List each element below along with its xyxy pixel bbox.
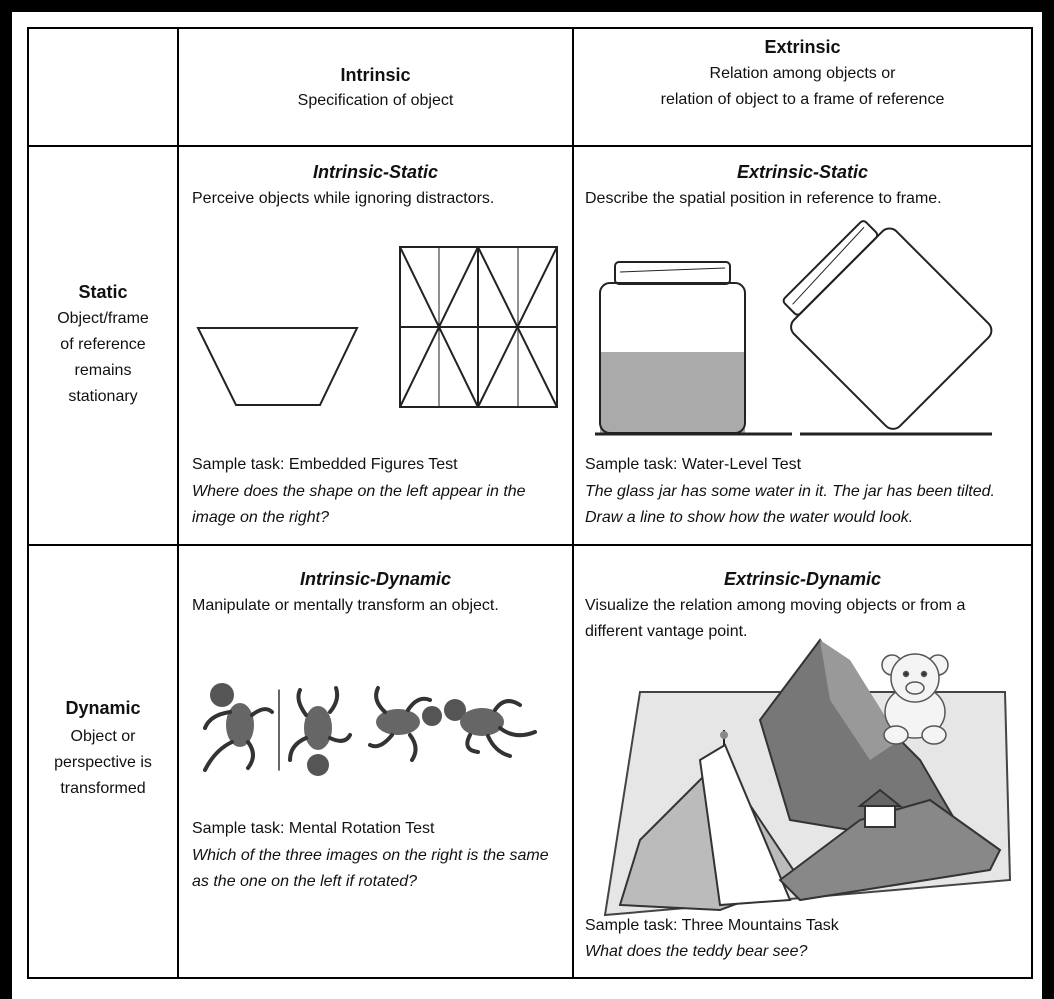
row-description: Object/frame [57,310,149,327]
sample-task: Sample task: Water-Level Test [585,456,802,473]
row-description: stationary [68,388,138,405]
row-description: Object or [70,728,136,745]
cell-title: Intrinsic-Dynamic [299,569,452,589]
row-description: perspective is [54,754,152,771]
sample-task: Sample task: Embedded Figures Test [192,456,458,473]
rotation-figures [203,683,537,776]
cell-title: Extrinsic-Dynamic [723,569,882,589]
teddy-bear [881,653,949,745]
question: What does the teddy bear see? [585,943,808,960]
table-border [27,27,1033,979]
column-subtitle: Relation among objects or [709,65,896,82]
question: Which of the three images on the right i… [192,847,549,890]
cell-description: Visualize the relation among moving obje… [585,597,966,640]
cell-description: Describe the spatial position in referen… [585,190,942,207]
sample-task: Sample task: Mental Rotation Test [192,820,435,837]
column-subtitle: relation of object to a frame of referen… [660,91,945,108]
column-title: Extrinsic [764,37,841,57]
row-description: remains [74,362,132,379]
row-description: transformed [60,780,146,797]
cell-description: Perceive objects while ignoring distract… [192,190,495,207]
question: The glass jar has some water in it. The … [585,483,995,526]
cell-title: Intrinsic-Static [312,162,439,182]
question: Where does the shape on the left appear … [192,483,526,526]
sample-task: Sample task: Three Mountains Task [585,917,839,934]
cell-title: Extrinsic-Static [736,162,869,182]
row-description: of reference [60,336,146,353]
three-mountains [603,638,1012,917]
water-jars [595,220,993,436]
embedded-figures [196,246,558,408]
column-subtitle: Specification of object [297,92,454,109]
column-title: Intrinsic [340,65,411,85]
row-title: Dynamic [65,698,141,718]
row-title: Static [78,282,128,302]
cell-description: Manipulate or mentally transform an obje… [192,597,499,614]
